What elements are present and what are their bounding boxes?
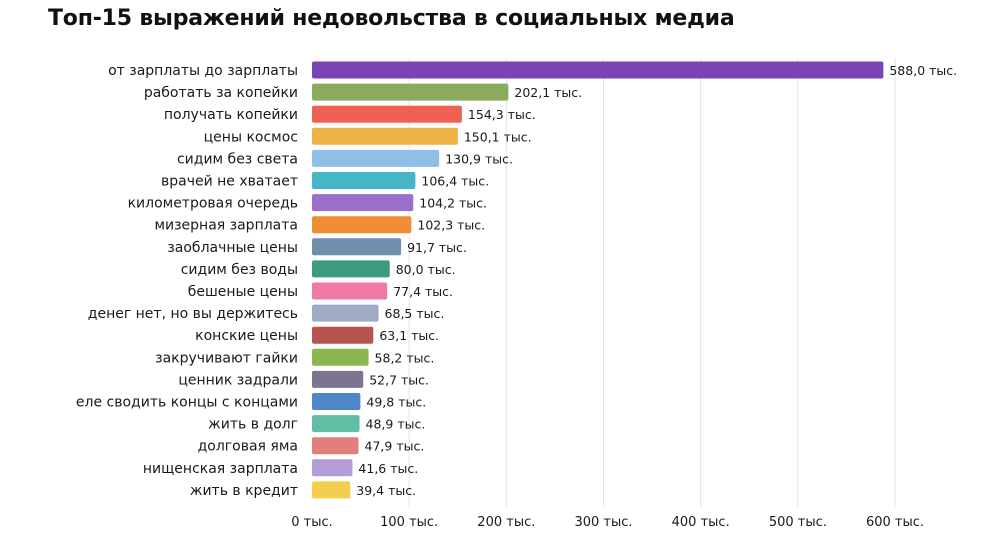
bar	[312, 127, 458, 145]
bar	[312, 393, 361, 410]
x-tick-label: 600 тыс.	[866, 515, 924, 530]
category-label: получать копейки	[164, 107, 298, 123]
value-labels: 588,0 тыс. 202,1 тыс. 154,3 тыс. 150,1 тыс.…	[356, 63, 957, 498]
category-label: километровая очередь	[128, 196, 298, 212]
category-label: цены космос	[204, 129, 298, 145]
value-label: 77,4 тыс.	[393, 284, 453, 299]
category-labels: от зарплаты до зарплаты работать за копей…	[76, 63, 298, 499]
chart-title: Топ-15 выражений недовольства в социальн…	[48, 6, 735, 31]
bars	[312, 61, 884, 499]
value-label: 104,2 тыс.	[419, 196, 487, 211]
bar	[312, 326, 374, 344]
value-label: 102,3 тыс.	[417, 218, 485, 233]
value-label: 150,1 тыс.	[464, 129, 532, 144]
value-label: 41,6 тыс.	[358, 461, 418, 476]
value-label: 39,4 тыс.	[356, 483, 416, 498]
category-label: долговая яма	[198, 439, 298, 455]
bar	[312, 216, 412, 234]
x-tick-label: 200 тыс.	[477, 515, 535, 530]
value-label: 202,1 тыс.	[514, 85, 582, 100]
value-label: 154,3 тыс.	[468, 107, 536, 122]
category-label: еле сводить концы с концами	[76, 395, 298, 411]
value-label: 47,9 тыс.	[365, 439, 425, 454]
value-label: 91,7 тыс.	[407, 240, 467, 255]
category-label: денег нет, но вы держитесь	[88, 306, 298, 322]
bar	[312, 260, 390, 278]
x-axis-ticks: 0 тыс. 100 тыс. 200 тыс. 300 тыс. 400 тыс. 50…	[291, 515, 924, 530]
category-label: сидим без воды	[181, 262, 298, 278]
category-label: мизерная зарплата	[154, 218, 298, 234]
bar	[312, 83, 509, 101]
x-tick-label: 0 тыс.	[291, 515, 333, 530]
category-label: конские цены	[195, 328, 298, 344]
bar	[312, 415, 360, 433]
bar	[312, 459, 353, 477]
bar	[312, 61, 884, 79]
value-label: 588,0 тыс.	[889, 63, 957, 78]
x-tick-label: 400 тыс.	[672, 515, 730, 530]
category-label: закручивают гайки	[155, 350, 298, 366]
category-label: сидим без света	[177, 151, 298, 167]
bar	[312, 437, 359, 455]
category-label: нищенская зарплата	[143, 461, 298, 477]
category-label: от зарплаты до зарплаты	[108, 63, 298, 79]
value-label: 130,9 тыс.	[445, 151, 513, 166]
x-tick-label: 100 тыс.	[380, 515, 438, 530]
category-label: ценник задрали	[178, 372, 298, 388]
value-label: 63,1 тыс.	[379, 328, 439, 343]
value-label: 48,9 тыс.	[366, 417, 426, 432]
bar	[312, 304, 379, 322]
category-label: жить в кредит	[190, 483, 298, 499]
value-label: 52,7 тыс.	[369, 372, 429, 387]
x-tick-label: 500 тыс.	[769, 515, 827, 530]
bar	[312, 194, 414, 212]
bar	[312, 282, 388, 300]
bar	[312, 348, 369, 366]
value-label: 68,5 тыс.	[385, 306, 445, 321]
value-label: 58,2 тыс.	[375, 350, 435, 365]
category-label: жить в долг	[208, 417, 298, 433]
bar	[312, 370, 364, 388]
value-label: 49,8 тыс.	[366, 395, 426, 410]
bar	[312, 238, 402, 256]
bar	[312, 105, 462, 123]
category-label: бешеные цены	[188, 284, 298, 300]
value-label: 80,0 тыс.	[396, 262, 456, 277]
x-tick-label: 300 тыс.	[574, 515, 632, 530]
category-label: врачей не хватает	[161, 174, 298, 190]
bar	[312, 149, 440, 167]
bar	[312, 172, 416, 189]
category-label: заоблачные цены	[167, 240, 298, 256]
value-label: 106,4 тыс.	[421, 174, 489, 189]
grid-lines	[408, 58, 896, 507]
category-label: работать за копейки	[144, 85, 298, 101]
bar	[312, 481, 351, 499]
